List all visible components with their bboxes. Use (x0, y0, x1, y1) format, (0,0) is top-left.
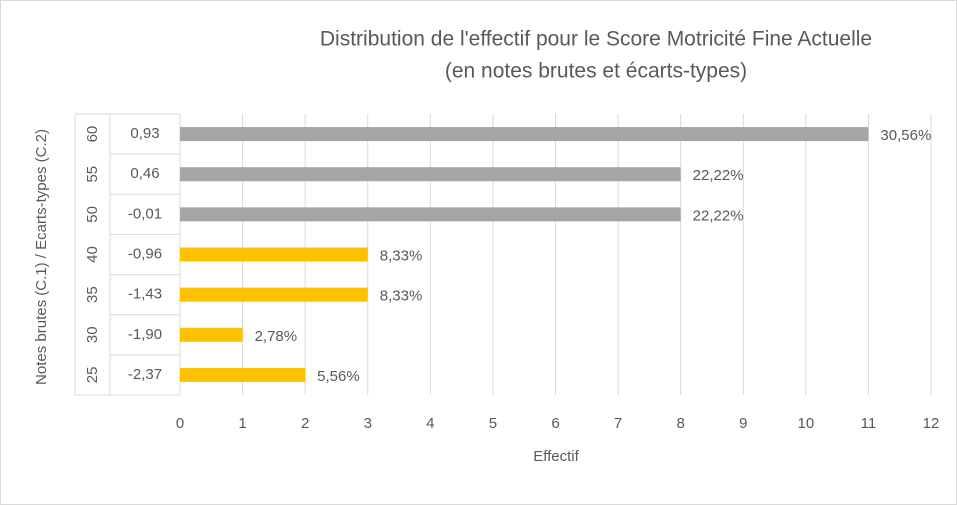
data-label: 30,56% (880, 127, 931, 144)
sub-category-label: -0,01 (128, 205, 162, 222)
x-axis-title: Effectif (533, 448, 579, 465)
sub-category-label: -1,90 (128, 326, 162, 343)
sub-category-label: 0,93 (130, 125, 159, 142)
bar (180, 287, 368, 302)
category-label: 55 (84, 166, 101, 183)
data-label: 22,22% (693, 207, 744, 224)
x-tick-label: 2 (301, 415, 309, 432)
bar (180, 207, 681, 222)
x-tick-label: 1 (238, 415, 246, 432)
data-label: 8,33% (380, 288, 423, 305)
x-tick-label: 6 (551, 415, 559, 432)
chart-subtitle: (en notes brutes et écarts-types) (445, 60, 747, 83)
bar (180, 367, 306, 382)
data-label: 2,78% (255, 328, 298, 345)
x-tick-label: 12 (923, 415, 940, 432)
data-label: 8,33% (380, 247, 423, 264)
category-label: 35 (84, 286, 101, 303)
x-tick-label: 10 (797, 415, 814, 432)
x-tick-label: 5 (489, 415, 497, 432)
category-label: 25 (84, 367, 101, 384)
x-tick-label: 11 (861, 415, 877, 432)
x-tick-label: 9 (739, 415, 747, 432)
bar (180, 327, 243, 342)
bar (180, 167, 681, 182)
x-tick-label: 3 (364, 415, 372, 432)
x-tick-label: 0 (176, 415, 184, 432)
bar (180, 127, 869, 142)
sub-category-label: -2,37 (128, 366, 162, 383)
x-tick-label: 4 (426, 415, 434, 432)
sub-category-label: -0,96 (128, 245, 162, 262)
x-tick-label: 7 (614, 415, 622, 432)
y-axis-title: Notes brutes (C.1) / Ecarts-types (C.2) (33, 129, 50, 385)
sub-category-label: -1,43 (128, 286, 162, 303)
sub-category-label: 0,46 (130, 165, 159, 182)
category-label: 60 (84, 126, 101, 143)
chart-title: Distribution de l'effectif pour le Score… (320, 28, 872, 51)
x-tick-label: 8 (676, 415, 684, 432)
category-label: 50 (84, 206, 101, 223)
category-label: 40 (84, 246, 101, 263)
data-label: 5,56% (317, 368, 360, 385)
category-label: 30 (84, 326, 101, 343)
data-label: 22,22% (693, 167, 744, 184)
bar (180, 247, 368, 262)
